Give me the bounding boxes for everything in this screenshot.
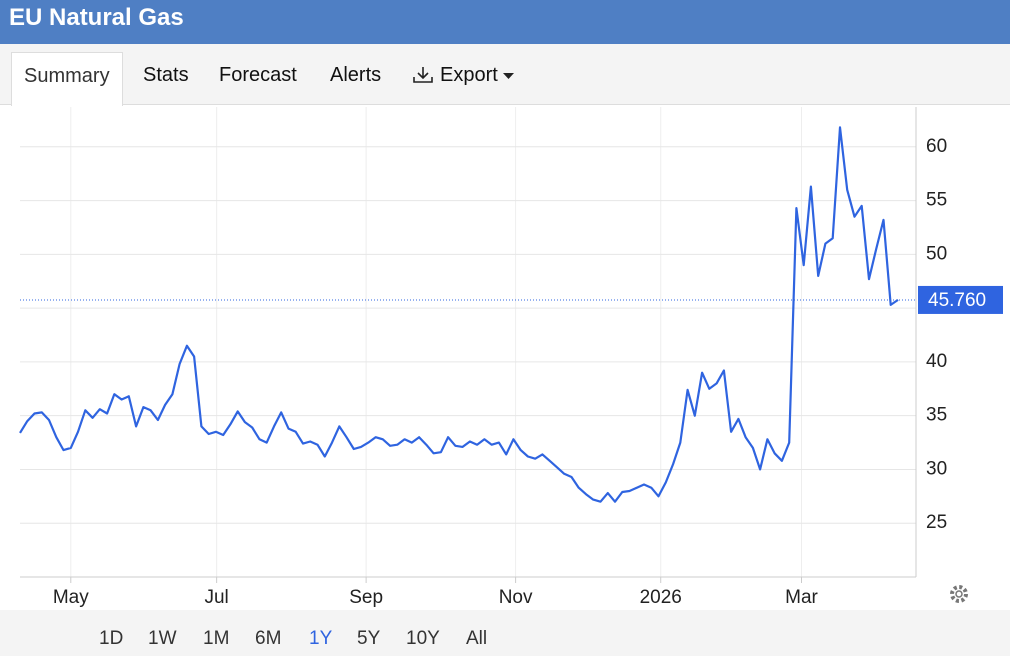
range-button[interactable]: 6M [255,628,282,649]
range-bar: 1D 1W 1M 6M 1Y 5Y 10Y All [0,610,1010,656]
y-tick-label: 35 [926,405,947,426]
tab[interactable]: Export [413,52,515,105]
range-button[interactable]: 1M [203,628,230,649]
y-tick-label: 50 [926,243,947,264]
x-tick-label: Sep [349,587,383,608]
y-tick-label: 40 [926,351,947,372]
last-price-label: 45.760 [928,290,986,311]
price-line [19,126,899,503]
x-tick-label: Mar [785,587,818,608]
settings-gear[interactable] [950,585,968,603]
download-icon [413,67,433,83]
range-button[interactable]: 1Y [309,628,333,649]
tab-bar: Summary Stats Forecast Alerts Export [0,44,1010,106]
range-button[interactable]: 1W [148,628,177,649]
y-tick-label: 25 [926,512,947,533]
range-button[interactable]: 10Y [406,628,440,649]
tab[interactable]: Stats [143,64,189,86]
x-tick-label: 2026 [640,587,682,608]
header-title: EU Natural Gas [0,0,1010,44]
last-price-box [918,285,1003,314]
x-tick-label: May [53,587,89,608]
tab[interactable]: Forecast [219,64,297,86]
range-button[interactable]: 5Y [357,628,381,649]
y-tick-label: 30 [926,458,947,479]
chart: MayJulSepNov2026Mar253035404550556045.76… [19,107,1003,608]
dropdown-caret [502,73,514,79]
range-button[interactable]: All [466,628,488,649]
x-tick-label: Jul [204,587,228,608]
range-button[interactable]: 1D [99,628,124,649]
y-tick-label: 60 [926,136,947,157]
tab[interactable]: Alerts [330,64,382,86]
tab[interactable]: Summary [11,52,123,106]
gear-ring [950,585,968,603]
x-tick-label: Nov [499,587,533,608]
y-tick-label: 55 [926,190,947,211]
gear-hole [955,590,963,598]
